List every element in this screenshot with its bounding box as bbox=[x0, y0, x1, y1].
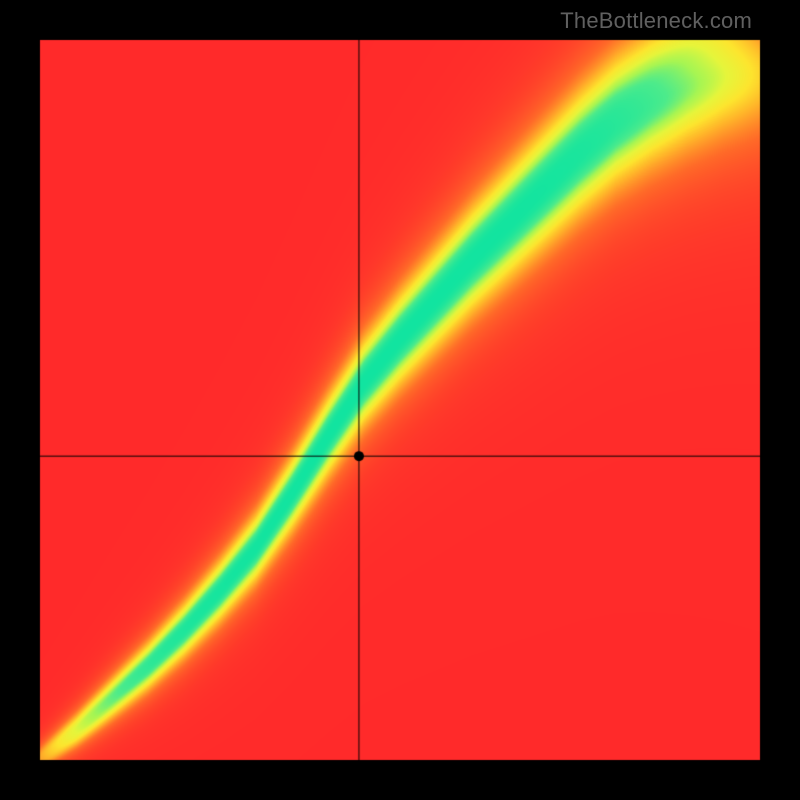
watermark-label: TheBottleneck.com bbox=[560, 8, 752, 34]
heatmap-canvas bbox=[0, 0, 800, 800]
chart-container: TheBottleneck.com bbox=[0, 0, 800, 800]
